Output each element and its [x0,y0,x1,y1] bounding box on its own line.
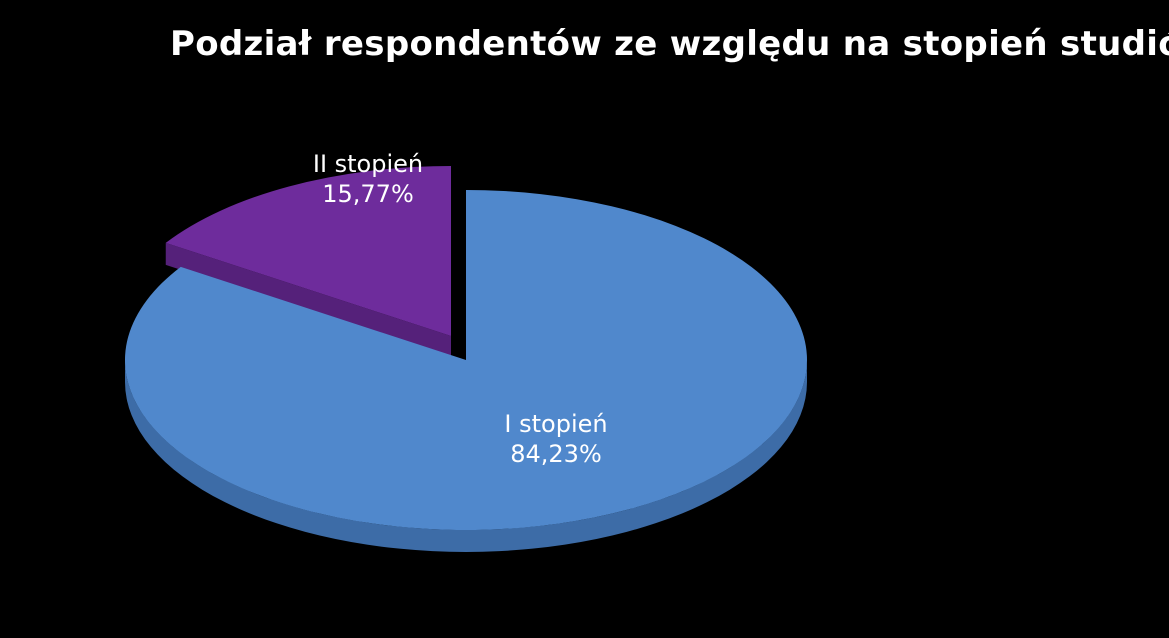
slice-2-top [165,166,452,336]
slice-2-cut-face-1 [165,242,452,358]
slice-value-ii-stopien: 15,77% [322,180,414,208]
slice-label-i-stopien: I stopień [504,410,607,438]
slice-1-top [125,190,808,530]
pie-sides [125,242,807,552]
pie-tops [125,166,808,530]
slice-value-i-stopien: 84,23% [510,440,602,468]
chart-title: Podział respondentów ze względu na stopi… [170,24,1169,64]
pie-labels: I stopień 84,23% II stopień 15,77% [313,150,608,468]
slice-label-ii-stopien: II stopień [313,150,423,178]
